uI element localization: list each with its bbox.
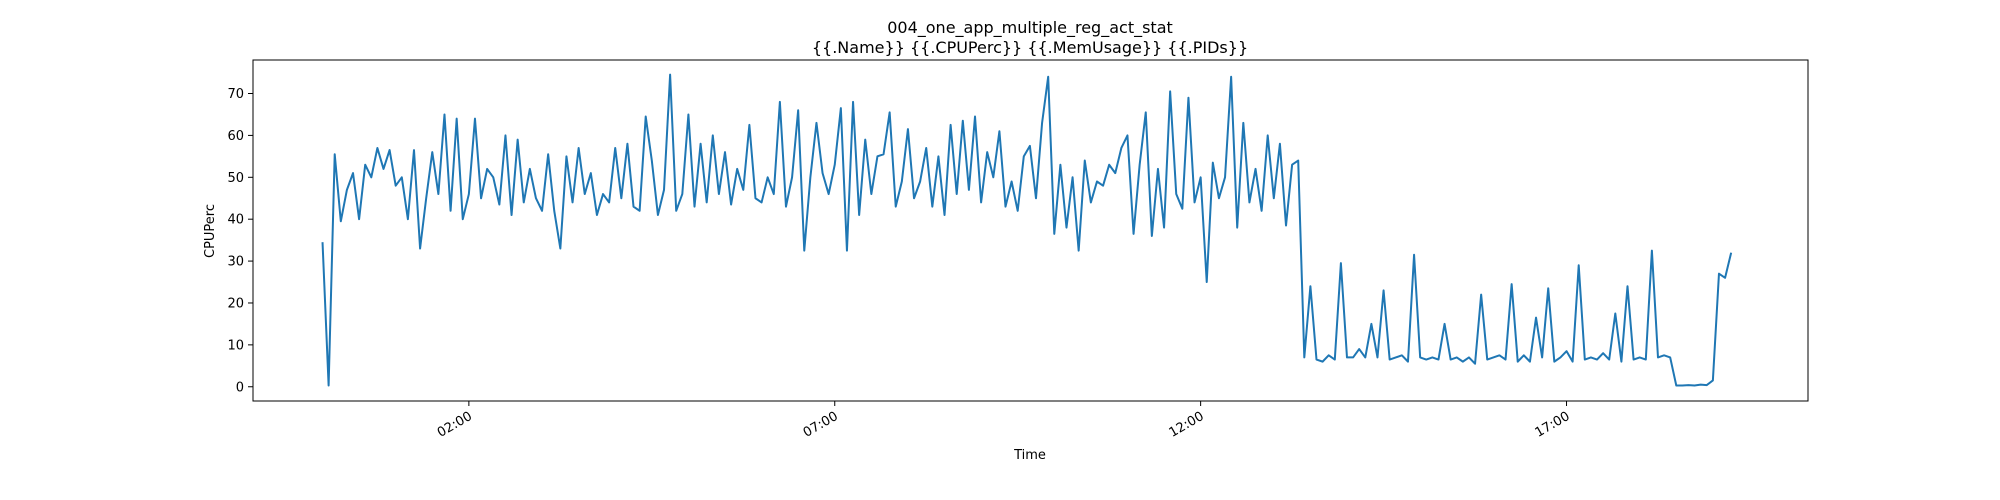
y-tick-label: 30 xyxy=(227,255,244,270)
y-tick-label: 60 xyxy=(227,129,244,144)
y-tick-label: 70 xyxy=(227,87,244,102)
chart-subtitle: {{.Name}} {{.CPUPerc}} {{.MemUsage}} {{.… xyxy=(812,38,1248,57)
y-tick-label: 40 xyxy=(227,213,244,228)
y-axis-label: CPUPerc xyxy=(203,204,218,258)
x-axis-label: Time xyxy=(1013,448,1046,463)
y-tick-label: 50 xyxy=(227,171,244,186)
y-tick-label: 20 xyxy=(227,296,244,311)
chart-title: 004_one_app_multiple_reg_act_stat xyxy=(887,18,1173,38)
plot-frame xyxy=(252,59,1809,402)
y-tick-label: 10 xyxy=(227,338,244,353)
y-tick-label: 0 xyxy=(236,380,244,395)
data-line xyxy=(321,73,1733,387)
